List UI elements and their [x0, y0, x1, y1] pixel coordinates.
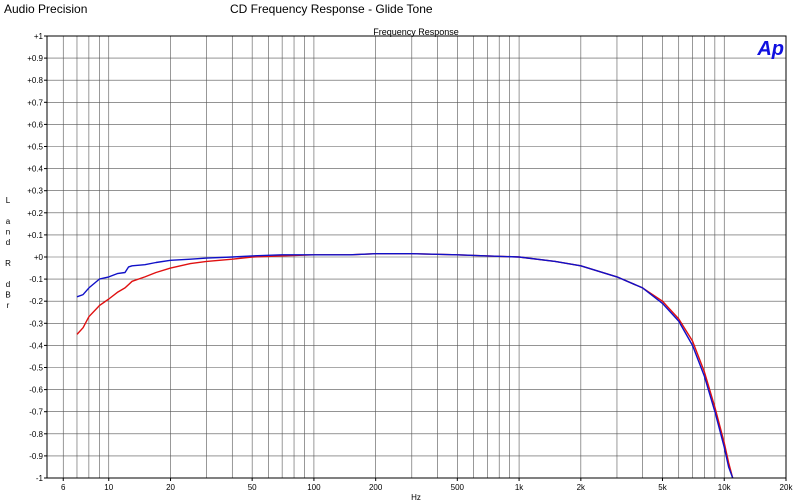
x-tick-label: 10 — [104, 483, 113, 492]
x-tick-label: 10k — [718, 483, 732, 492]
y-tick-label: +0 — [34, 253, 44, 262]
graph-title: Frequency Response — [373, 27, 459, 37]
x-tick-label: 500 — [451, 483, 465, 492]
y-tick-label: -0.8 — [29, 430, 43, 439]
y-tick-label: +0.7 — [27, 98, 43, 107]
y-tick-label: +0.6 — [27, 120, 43, 129]
x-tick-label: 200 — [369, 483, 383, 492]
y-tick-label: +0.3 — [27, 187, 43, 196]
y-axis-label-char: d — [6, 238, 10, 247]
y-tick-label: -0.4 — [29, 341, 43, 350]
chart-header-title: CD Frequency Response - Glide Tone — [230, 2, 433, 16]
x-tick-label: 50 — [248, 483, 257, 492]
y-axis-label-char: d — [6, 280, 10, 289]
y-tick-label: -0.6 — [29, 386, 43, 395]
y-tick-label: -0.5 — [29, 364, 43, 373]
y-axis-label-char: r — [7, 301, 10, 310]
grid — [46, 35, 787, 479]
y-tick-label: -0.2 — [29, 297, 43, 306]
y-tick-label: +0.1 — [27, 231, 43, 240]
x-tick-label: 1k — [515, 483, 524, 492]
y-tick-label: -0.3 — [29, 319, 43, 328]
y-tick-label: -0.7 — [29, 408, 43, 417]
y-axis-label-char: B — [5, 291, 10, 300]
y-tick-label: -1 — [36, 474, 44, 483]
series-line-2 — [76, 253, 734, 479]
x-axis-label: Hz — [411, 493, 421, 502]
y-axis-ticks: +1 +0.9 +0.8 +0.7 +0.6 +0.5 +0.4 +0.3 +0.2 +0.1 +0… — [27, 32, 47, 483]
y-tick-label: -0.1 — [29, 275, 43, 284]
x-axis-ticks: 6 10 20 50 100 200 500 1k 2k 5k 10k 20k — [61, 478, 793, 492]
x-tick-label: 6 — [61, 483, 66, 492]
y-tick-label: -0.9 — [29, 452, 43, 461]
y-axis-label-char: R — [5, 259, 11, 268]
x-tick-label: 20k — [780, 483, 794, 492]
series-line-1 — [76, 253, 734, 479]
x-tick-label: 2k — [577, 483, 586, 492]
y-tick-label: +0.4 — [27, 165, 43, 174]
y-tick-label: +0.9 — [27, 54, 43, 63]
y-tick-label: +0.5 — [27, 143, 43, 152]
x-tick-label: 5k — [658, 483, 667, 492]
y-axis-label-char: n — [6, 228, 10, 237]
series-layer — [76, 253, 734, 479]
y-tick-label: +0.2 — [27, 209, 43, 218]
y-tick-label: +0.8 — [27, 76, 43, 85]
y-tick-label: +1 — [34, 32, 44, 41]
y-axis-label-char: L — [6, 196, 11, 205]
x-tick-label: 100 — [307, 483, 321, 492]
brand-label: Audio Precision — [4, 2, 88, 16]
x-tick-label: 20 — [166, 483, 175, 492]
ap-logo: Ap — [756, 38, 784, 60]
y-axis-label-char: a — [6, 217, 11, 226]
